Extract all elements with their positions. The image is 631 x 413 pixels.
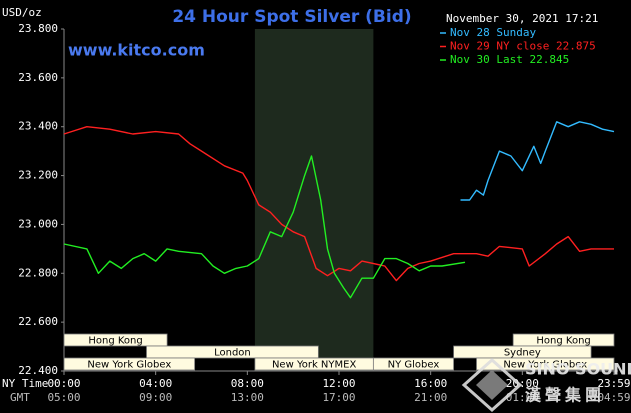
session-shade <box>254 29 374 371</box>
watermark-text: 漢聲集團 <box>525 386 605 405</box>
session-bar <box>63 333 168 347</box>
x-tick-label: 12:00 <box>322 377 355 390</box>
legend-label: Nov 30 Last 22.845 <box>450 53 569 66</box>
chart-title: 24 Hour Spot Silver (Bid) <box>172 7 411 27</box>
gmt-tick-label: 13:00 <box>231 391 264 404</box>
session-label: NY Globex <box>388 360 440 371</box>
y-tick-label: 22.600 <box>18 315 58 328</box>
session-label: Hong Kong <box>536 336 590 347</box>
y-tick-label: 23.800 <box>18 22 58 35</box>
gmt-tick-label: 04:59 <box>597 391 630 404</box>
legend-label: Nov 28 Sunday <box>450 26 536 39</box>
watermark-text: SINO SOUND <box>525 360 631 379</box>
timestamp: November 30, 2021 17:21 <box>446 12 598 25</box>
x-row-label: NY Time <box>2 377 48 390</box>
x-tick-label: 23:59 <box>597 377 630 390</box>
session-label: New York Globex <box>87 360 171 371</box>
session-bar <box>63 357 196 371</box>
session-bar <box>476 357 615 371</box>
series-line <box>460 121 615 201</box>
x-tick-label: 16:00 <box>414 377 447 390</box>
site-url: www.kitco.com <box>68 41 205 60</box>
series-line <box>63 126 614 282</box>
gmt-tick-label: 21:00 <box>414 391 447 404</box>
gmt-row-label: GMT <box>10 391 30 404</box>
session-label: Sydney <box>504 348 541 359</box>
gmt-tick-label: 01:00 <box>506 391 539 404</box>
watermark-logo <box>461 357 523 413</box>
y-tick-label: 23.000 <box>18 217 58 230</box>
y-tick-label: 23.200 <box>18 169 58 182</box>
y-tick-label: 22.800 <box>18 266 58 279</box>
x-tick-label: 04:00 <box>139 377 172 390</box>
x-tick-label: 08:00 <box>231 377 264 390</box>
watermark-logo <box>476 370 508 400</box>
watermark: SINO SOUND 漢聲集團 <box>461 357 631 413</box>
legend-label: Nov 29 NY close 22.875 <box>450 40 596 53</box>
gmt-tick-label: 05:00 <box>47 391 80 404</box>
series-line <box>63 155 466 299</box>
gmt-tick-label: 09:00 <box>139 391 172 404</box>
y-tick-label: 23.400 <box>18 120 58 133</box>
y-tick-label: 22.400 <box>18 364 58 377</box>
x-tick-label: 00:00 <box>47 377 80 390</box>
y-axis-label: USD/oz <box>2 6 42 19</box>
session-label: New York NYMEX <box>272 360 357 371</box>
gmt-tick-label: 17:00 <box>322 391 355 404</box>
session-bar <box>146 345 319 359</box>
session-label: London <box>214 348 251 359</box>
session-bar <box>372 357 454 371</box>
session-label: Hong Kong <box>88 336 142 347</box>
plot-area: 22.400 22.600 22.800 23.000 23.200 23.400 23.6… <box>2 22 631 404</box>
y-tick-label: 23.600 <box>18 71 58 84</box>
session-label: New York Globex <box>503 360 587 371</box>
